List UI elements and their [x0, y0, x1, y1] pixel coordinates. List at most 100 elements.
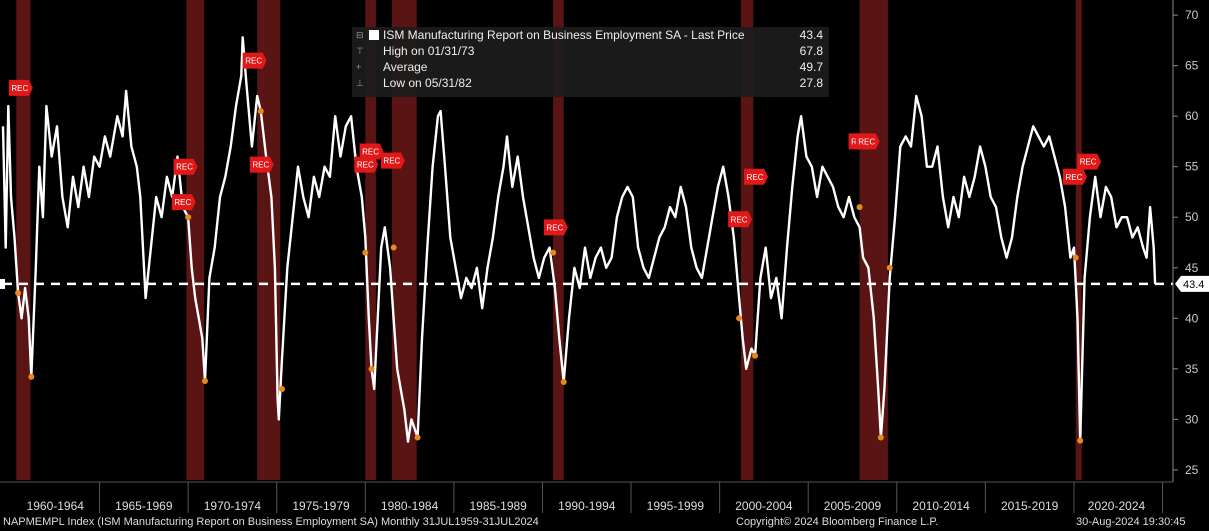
series-line	[1, 36, 1157, 443]
low-icon: ⊥	[356, 78, 364, 88]
data-point-marker	[856, 204, 863, 211]
x-tick-label: 2020-2024	[1088, 499, 1146, 513]
rec-flag-label: REC	[546, 223, 563, 232]
rec-flag-label: REC	[176, 163, 193, 172]
x-tick-label: 2015-2019	[1001, 499, 1059, 513]
data-point-marker	[28, 373, 35, 380]
data-point-marker	[1077, 437, 1084, 444]
data-point-marker	[560, 378, 567, 385]
average-icon: +	[356, 62, 362, 72]
legend-average-value: 49.7	[799, 60, 823, 74]
rec-flag-label: REC	[245, 57, 262, 66]
last-price-line-layer	[0, 278, 1173, 289]
recession-band	[257, 0, 281, 480]
recession-band	[1075, 0, 1082, 480]
y-tick-label: 60	[1185, 109, 1199, 123]
legend-high-row: ⊤ High on 01/31/73 67.8	[352, 43, 829, 59]
last-price-left-marker	[0, 278, 5, 289]
data-point-marker	[877, 434, 884, 441]
footer-copyright: Copyright© 2024 Bloomberg Finance L.P.	[736, 516, 939, 528]
rec-flag-shape	[728, 211, 753, 228]
marker-layer	[15, 108, 1084, 444]
recession-band	[16, 0, 31, 480]
rec-flag: REC	[855, 133, 880, 150]
legend-low-row: ⊥ Low on 05/31/82 27.8	[352, 75, 829, 91]
legend-high-value: 67.8	[799, 44, 823, 58]
period-separators	[99, 482, 1164, 513]
x-tick-label: 2000-2004	[735, 499, 793, 513]
x-tick-label: 1995-1999	[647, 499, 705, 513]
rec-flag-shape	[1077, 153, 1102, 170]
y-tick-label: 50	[1185, 210, 1199, 224]
rec-flag-label: REC	[362, 148, 379, 157]
rec-flag: REC	[242, 52, 267, 69]
data-point-marker	[201, 377, 208, 384]
rec-flag-shape	[173, 158, 198, 175]
data-point-marker	[279, 386, 286, 393]
rec-flag: REC	[543, 219, 568, 236]
legend-title-row: ⊟ ISM Manufacturing Report on Business E…	[352, 27, 829, 43]
y-tick-label: 70	[1185, 8, 1199, 22]
rec-flag-label: REC	[747, 173, 764, 182]
legend: ⊟ ISM Manufacturing Report on Business E…	[352, 27, 829, 97]
data-point-marker	[15, 290, 22, 297]
rec-flag: REC	[173, 158, 198, 175]
rec-flag: REC	[8, 79, 33, 96]
data-point-marker	[362, 249, 369, 256]
recession-band	[365, 0, 376, 480]
rec-flag: REC	[744, 168, 769, 185]
footer-index-description: NAPMEMPL Index (ISM Manufacturing Report…	[3, 516, 539, 528]
x-tick-label: 1960-1964	[27, 499, 85, 513]
y-tick-label: 35	[1185, 362, 1199, 376]
data-point-marker	[752, 352, 759, 359]
y-tick-label: 45	[1185, 261, 1199, 275]
x-tick-label: 1990-1994	[558, 499, 616, 513]
chart: REC REC REC REC REC REC REC REC REC REC REC REC REC R…	[0, 0, 1209, 513]
series-line-layer	[1, 36, 1157, 443]
recession-band	[186, 0, 205, 480]
last-price-tag-label: 43.4	[1183, 279, 1204, 291]
rec-flag-label: REC	[858, 137, 875, 146]
data-point-marker	[390, 244, 397, 251]
rec-flag-label: REC	[252, 161, 269, 170]
legend-last-price: 43.4	[799, 28, 823, 42]
y-tick-label: 25	[1185, 463, 1199, 477]
x-tick-label: 1985-1989	[469, 499, 527, 513]
data-point-marker	[1072, 254, 1079, 261]
rec-flag-shape	[171, 194, 196, 211]
rec-flag-shape	[744, 168, 769, 185]
rec-flag-label: REC	[1080, 158, 1097, 167]
legend-swatch	[369, 30, 379, 40]
rec-flag-shape	[855, 133, 880, 150]
rec-flag-shape	[8, 79, 33, 96]
rec-flag-shape	[359, 143, 384, 160]
rec-flag: REC	[728, 211, 753, 228]
legend-title: ISM Manufacturing Report on Business Emp…	[383, 28, 745, 42]
footer: NAPMEMPL Index (ISM Manufacturing Report…	[0, 513, 1209, 531]
rec-flag-label: REC	[383, 157, 400, 166]
data-point-marker	[368, 365, 375, 372]
footer-timestamp: 30-Aug-2024 19:30:45	[1076, 516, 1186, 528]
data-point-marker	[736, 315, 743, 322]
rec-flag-layer: REC REC REC REC REC REC REC REC REC REC REC REC REC R…	[8, 52, 1102, 236]
legend-low-value: 27.8	[799, 76, 823, 90]
y-tick-label: 40	[1185, 311, 1199, 325]
x-axis: 1960-1964 1965-1969 1970-1974 1975-1979 1980…	[0, 481, 1173, 513]
rec-flag-shape	[1062, 168, 1087, 185]
data-point-marker	[257, 108, 264, 115]
collapse-icon[interactable]: ⊟	[356, 30, 364, 40]
y-tick-label: 65	[1185, 59, 1199, 73]
y-tick-label: 30	[1185, 412, 1199, 426]
x-tick-label: 1970-1974	[204, 499, 262, 513]
rec-flag: REC	[354, 156, 379, 173]
x-tick-label: 2010-2014	[912, 499, 970, 513]
rec-flag-shape	[249, 156, 274, 173]
x-tick-label: 1980-1984	[381, 499, 439, 513]
rec-flag-shape	[354, 156, 379, 173]
rec-flag: REC	[1077, 153, 1102, 170]
y-tick-label: 55	[1185, 160, 1199, 174]
legend-average-label: Average	[383, 60, 428, 74]
last-price-tag	[1175, 275, 1209, 292]
rec-flag-shape	[242, 52, 267, 69]
rec-flag: REC	[380, 152, 405, 169]
